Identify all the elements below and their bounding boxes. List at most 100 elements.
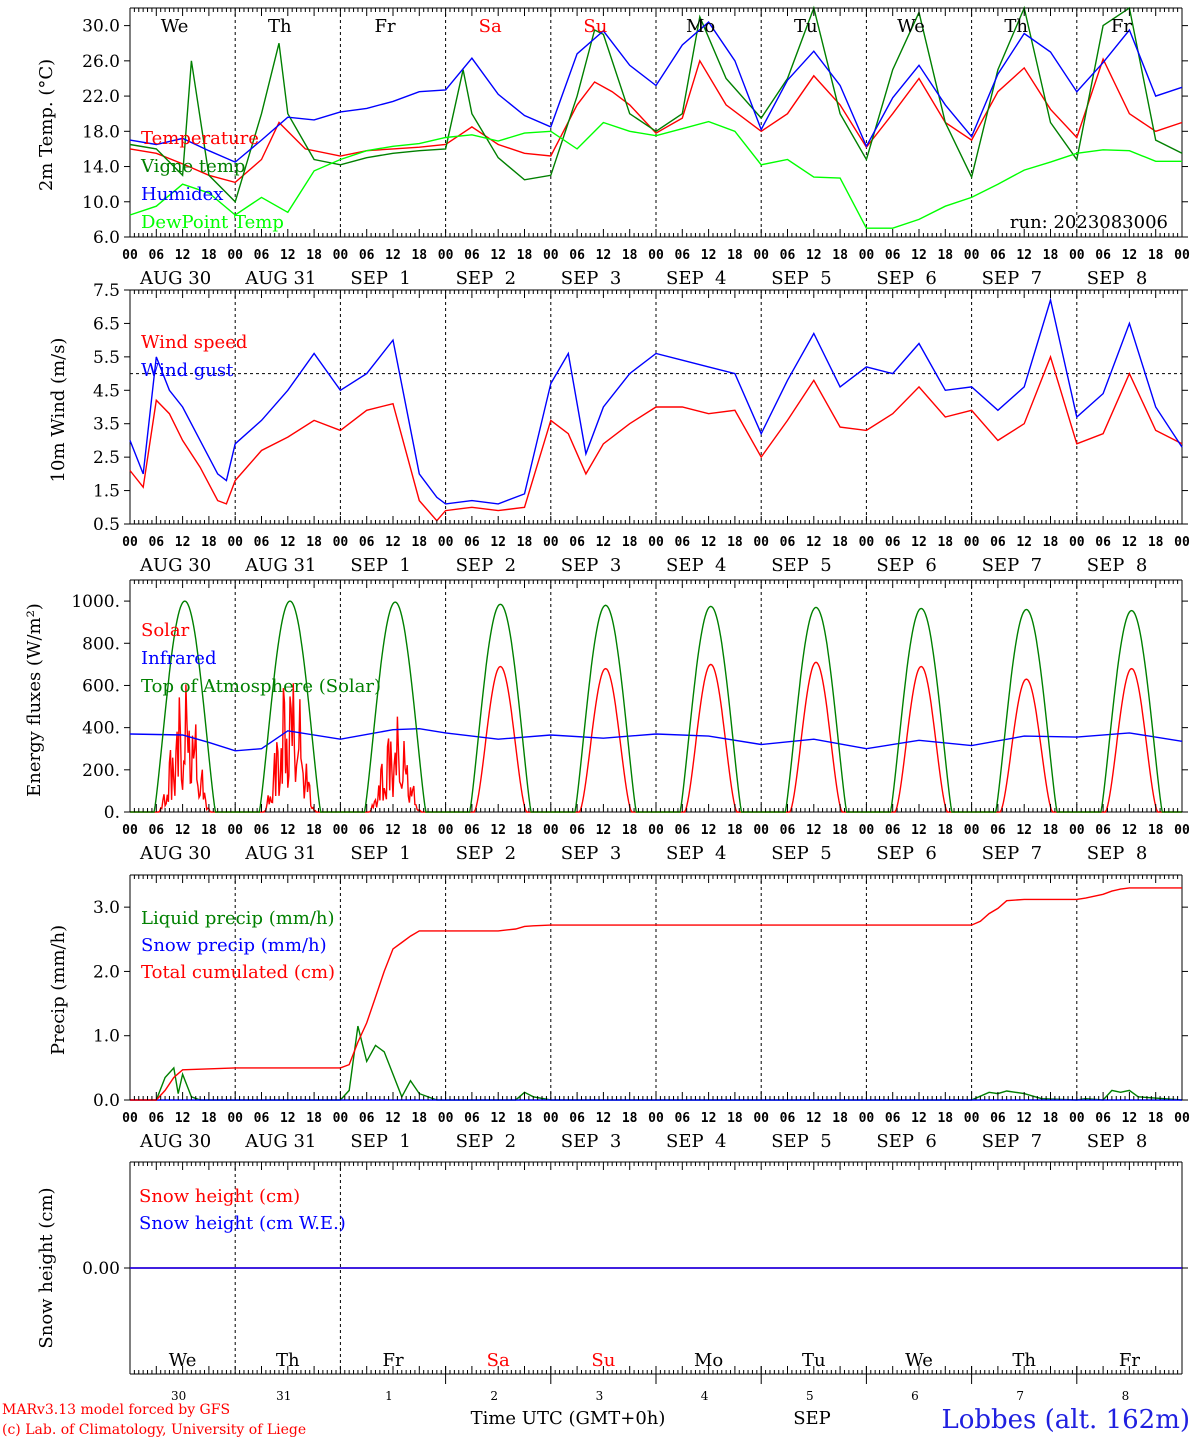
day-number-label: 31 xyxy=(276,1389,291,1403)
temperature-hour-label: 00 xyxy=(333,248,349,263)
snow-ylabel: Snow height (cm) xyxy=(36,1187,57,1348)
snow-legend: Snow height (cm) Snow height (cm W.E.) xyxy=(139,1186,346,1234)
wind-panel: 10m Wind (m/s) 0.51.52.53.54.55.56.57.5 … xyxy=(48,281,1190,576)
weekday-label: Th xyxy=(268,16,292,37)
wind-hour-label: 18 xyxy=(306,535,322,550)
wind-hour-label: 18 xyxy=(411,535,427,550)
precip-hour-label: 06 xyxy=(464,1111,480,1126)
precip-hour-label: 00 xyxy=(1069,1111,1085,1126)
temperature-hour-label: 06 xyxy=(359,248,375,263)
precip-hour-label: 12 xyxy=(490,1111,506,1126)
energy-hour-label: 06 xyxy=(569,823,585,838)
weekday-label: We xyxy=(169,1350,197,1371)
temperature-hour-label: 06 xyxy=(885,248,901,263)
wind-legend-entry: Wind speed xyxy=(141,332,247,353)
day-number-label: 6 xyxy=(911,1389,919,1403)
temperature-legend-entry: Temperature xyxy=(141,128,259,149)
temperature-date-label: SEP 2 xyxy=(456,268,516,289)
credit-line-1: MARv3.13 model forced by GFS xyxy=(2,1402,230,1418)
wind-hour-label: 12 xyxy=(280,535,296,550)
temperature-hour-label: 18 xyxy=(622,248,638,263)
energy-hour-label: 00 xyxy=(859,823,875,838)
precip-date-label: SEP 5 xyxy=(771,1131,831,1152)
energy-hour-label: 00 xyxy=(1069,823,1085,838)
precip-ytick-label: 0.0 xyxy=(93,1091,120,1111)
energy-hour-label: 12 xyxy=(280,823,296,838)
location-label: Lobbes (alt. 162m) xyxy=(941,1405,1190,1435)
wind-hour-label: 06 xyxy=(885,535,901,550)
precip-hour-label: 18 xyxy=(832,1111,848,1126)
temperature-legend-entry: DewPoint Temp xyxy=(141,212,284,233)
temperature-ytick-label: 10.0 xyxy=(82,193,120,213)
energy-hour-label: 12 xyxy=(596,823,612,838)
temperature-hour-label: 06 xyxy=(148,248,164,263)
day-number-label: 3 xyxy=(596,1389,604,1403)
day-number-label: 4 xyxy=(701,1389,709,1403)
temperature-hour-label: 00 xyxy=(438,248,454,263)
weekday-label: Tu xyxy=(802,1350,826,1371)
temperature-legend-entry: Vigne temp xyxy=(140,156,245,177)
temperature-ytick-label: 14.0 xyxy=(82,158,120,178)
wind-hour-label: 18 xyxy=(1043,535,1059,550)
wind-date-label: SEP 4 xyxy=(666,555,726,576)
energy-hour-label: 06 xyxy=(1095,823,1111,838)
temperature-legend: Temperature Vigne temp Humidex DewPoint Tem… xyxy=(140,128,284,233)
energy-hour-label: 18 xyxy=(517,823,533,838)
wind-hour-label: 18 xyxy=(622,535,638,550)
energy-hour-label: 12 xyxy=(175,823,191,838)
precip-date-label: SEP 4 xyxy=(666,1131,726,1152)
wind-ytick-label: 1.5 xyxy=(93,482,120,502)
precip-hour-label: 00 xyxy=(438,1111,454,1126)
temperature-hour-label: 06 xyxy=(464,248,480,263)
energy-panel: Energy fluxes (W/m²) 0. 200. 400. 600. 800. 1… xyxy=(24,579,1190,864)
wind-ytick-label: 5.5 xyxy=(93,348,120,368)
weekday-label: Mo xyxy=(686,16,715,37)
energy-hour-label: 12 xyxy=(1122,823,1138,838)
weekday-label: Th xyxy=(1012,1350,1036,1371)
wind-hour-label: 18 xyxy=(1148,535,1164,550)
energy-ytick-label: 1000. xyxy=(71,592,120,612)
precip-date-label: SEP 7 xyxy=(982,1131,1042,1152)
energy-date-label: SEP 4 xyxy=(666,843,726,864)
precip-hour-label: 12 xyxy=(175,1111,191,1126)
day-number-label: 30 xyxy=(171,1389,186,1403)
precip-date-label: SEP 8 xyxy=(1087,1131,1147,1152)
temperature-hour-label: 12 xyxy=(175,248,191,263)
wind-hour-label: 00 xyxy=(753,535,769,550)
wind-hour-label: 12 xyxy=(596,535,612,550)
energy-hour-label: 00 xyxy=(648,823,664,838)
precip-hour-label: 12 xyxy=(911,1111,927,1126)
wind-date-label: AUG 31 xyxy=(244,555,316,576)
weekday-label: Tu xyxy=(794,16,818,37)
temperature-ytick-label: 18.0 xyxy=(82,122,120,142)
precip-hour-label: 12 xyxy=(596,1111,612,1126)
precip-hour-label: 00 xyxy=(122,1111,138,1126)
temperature-hour-label: 00 xyxy=(543,248,559,263)
wind-ytick-label: 6.5 xyxy=(93,314,120,334)
temperature-hour-label: 06 xyxy=(674,248,690,263)
temperature-ytick-label: 22.0 xyxy=(82,87,120,107)
precip-ytick-label: 3.0 xyxy=(93,898,120,918)
wind-hour-label: 00 xyxy=(859,535,875,550)
energy-hour-label: 00 xyxy=(227,823,243,838)
weekday-label: We xyxy=(897,16,925,37)
precip-hour-label: 12 xyxy=(806,1111,822,1126)
energy-hour-label: 06 xyxy=(464,823,480,838)
weekday-label: We xyxy=(905,1350,933,1371)
energy-hour-label: 06 xyxy=(359,823,375,838)
precip-hour-label: 06 xyxy=(569,1111,585,1126)
energy-hour-label: 06 xyxy=(780,823,796,838)
wind-series-wind-gust xyxy=(129,297,1183,505)
temperature-date-label: AUG 31 xyxy=(244,268,316,289)
wind-hour-label: 06 xyxy=(990,535,1006,550)
wind-hour-label: 06 xyxy=(569,535,585,550)
weekday-label: Fr xyxy=(374,16,395,37)
energy-hour-label: 00 xyxy=(438,823,454,838)
wind-hour-label: 18 xyxy=(832,535,848,550)
precip-hour-label: 18 xyxy=(306,1111,322,1126)
temperature-series-dewpoint-temp xyxy=(129,120,1182,229)
temperature-ytick-label: 30.0 xyxy=(82,17,120,37)
precip-hour-label: 18 xyxy=(201,1111,217,1126)
energy-legend: Solar Infrared Top of Atmosphere (Solar) xyxy=(141,620,381,697)
